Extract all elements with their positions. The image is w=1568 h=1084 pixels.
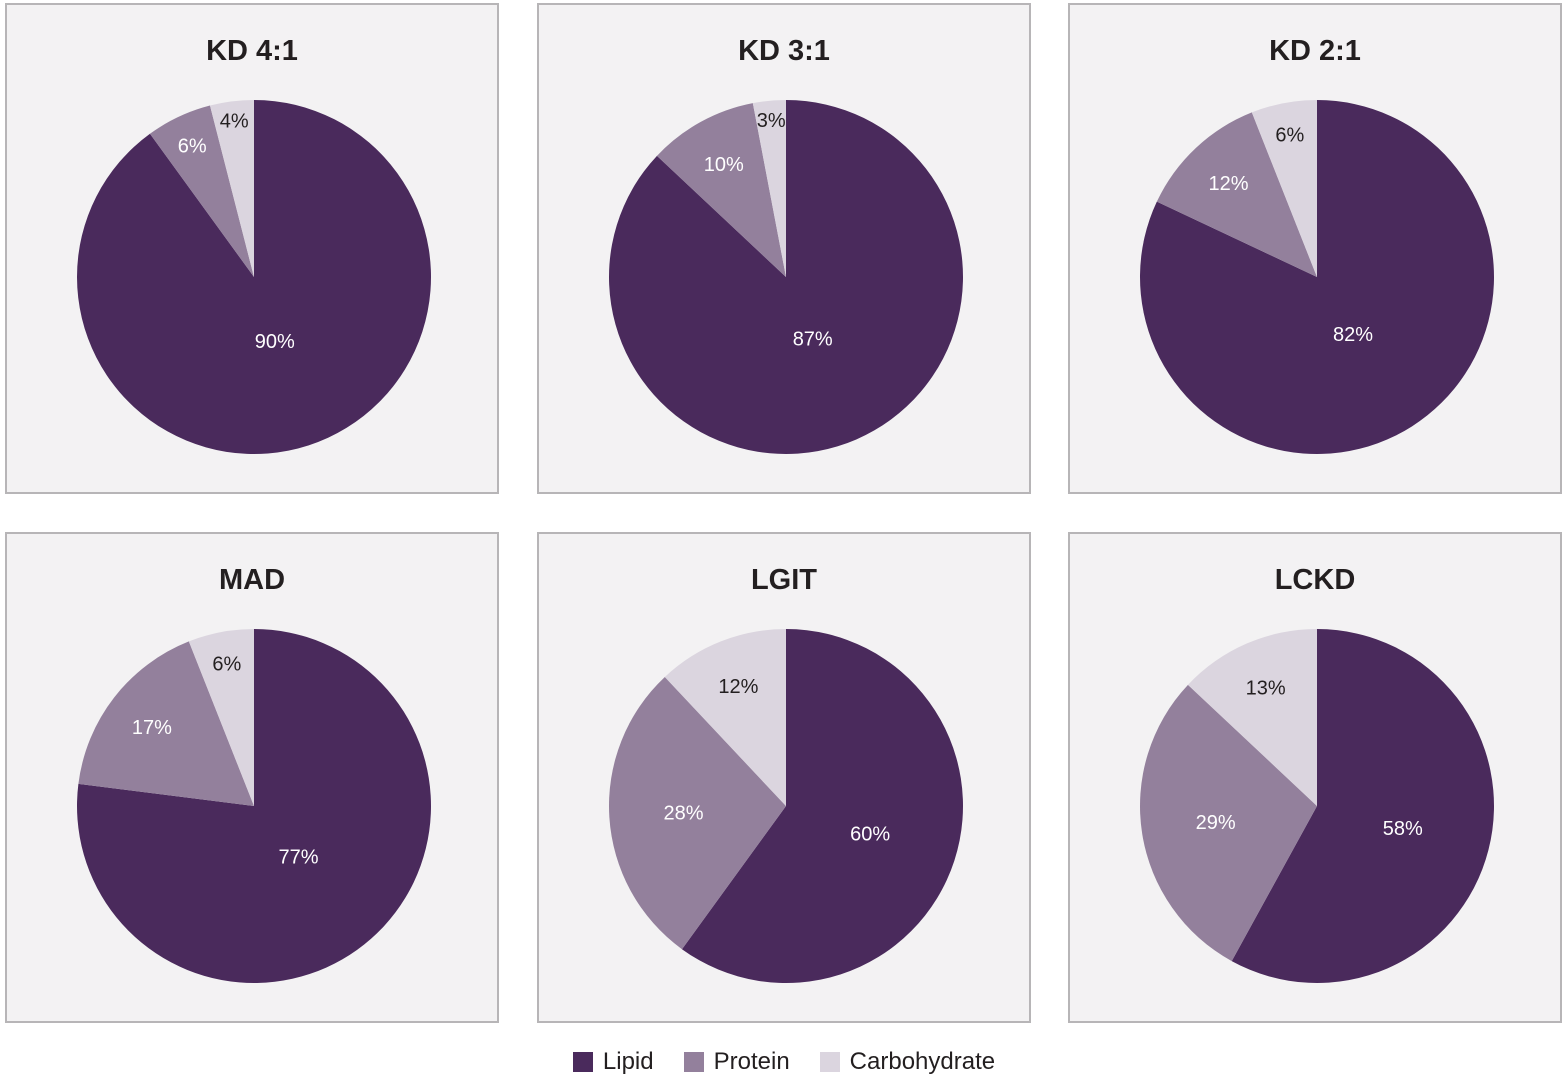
pie-title: KD 3:1 [738,35,830,67]
pie-title: KD 4:1 [206,35,298,67]
pie-panel-kd-2-1: KD 2:1 82% 12% 6% [1068,3,1562,494]
pie-slice-lipid [1231,629,1494,983]
pie-data-label-protein: 10% [704,154,744,176]
pie-slice-lipid [681,629,963,983]
pie-slice-carbohydrate [664,629,786,806]
pie-chart: 77% 17% 6% [77,629,431,983]
pie-data-label-carbohydrate: 4% [220,111,249,133]
pie-data-label-lipid: 77% [278,846,318,868]
pie-title: LGIT [750,564,818,596]
pie-title: LCKD [1274,564,1356,596]
pie-data-label-carbohydrate: 6% [212,653,241,675]
pie-slice-carbohydrate [209,100,254,277]
pie-title: MAD [218,564,286,596]
legend-label-carbohydrate: Carbohydrate [849,1048,996,1075]
pie-data-label-protein: 17% [132,717,172,739]
pie-data-label-lipid: 58% [1383,818,1423,840]
pie-slice-protein [1156,112,1317,277]
pie-chart: 82% 12% 6% [1140,100,1494,454]
pie-data-label-carbohydrate: 3% [757,110,786,132]
pie-slice-carbohydrate [1187,629,1317,806]
pie-data-label-carbohydrate: 12% [718,676,758,698]
pie-data-label-protein: 29% [1196,812,1236,834]
pie-slice-carbohydrate [1251,100,1317,277]
pie-data-label-carbohydrate: 13% [1246,677,1286,699]
legend-swatch-carbohydrate [819,1052,840,1072]
pie-chart: 60% 28% 12% [609,629,963,983]
pie-slice-carbohydrate [752,100,786,277]
pie-data-label-lipid: 90% [255,331,295,353]
pie-chart: 90% 6% 4% [76,100,432,454]
pie-slice-protein [656,103,786,277]
pie-data-label-protein: 28% [664,802,704,824]
pie-chart: 87% 10% 3% [609,100,963,454]
pie-data-label-carbohydrate: 6% [1275,124,1304,146]
pie-data-label-protein: 12% [1209,173,1249,195]
pie-panel-kd-3-1: KD 3:1 87% 10% 3% [537,3,1031,494]
pie-data-label-lipid: 87% [793,329,833,351]
legend-label-protein: Protein [713,1048,790,1075]
pie-panel-mad: MAD 77% 17% 6% [5,532,499,1023]
legend-item-protein: Protein [683,1048,790,1076]
pie-slice-protein [1140,684,1317,962]
legend: Lipid Protein Carbohydrate [0,1046,1568,1078]
pie-data-label-lipid: 60% [850,823,890,845]
pie-panel-kd-4-1: KD 4:1 90% 6% 4% [5,3,499,494]
legend-swatch-protein [683,1052,704,1072]
pie-slice-protein [609,676,786,950]
pie-slice-protein [78,641,255,806]
pie-title: KD 2:1 [1269,35,1361,67]
pie-chart: 58% 29% 13% [1140,629,1494,983]
pie-panel-lgit: LGIT 60% 28% 12% [537,532,1031,1023]
legend-label-lipid: Lipid [602,1048,654,1075]
pie-data-label-protein: 6% [178,136,207,158]
pie-data-label-lipid: 82% [1333,324,1373,346]
legend-item-carbohydrate: Carbohydrate [819,1048,996,1076]
legend-swatch-lipid [572,1052,593,1072]
legend-item-lipid: Lipid [572,1048,654,1076]
pie-slice-carbohydrate [188,629,254,806]
pie-panel-lckd: LCKD 58% 29% 13% [1068,532,1562,1023]
pie-slice-protein [149,105,254,277]
